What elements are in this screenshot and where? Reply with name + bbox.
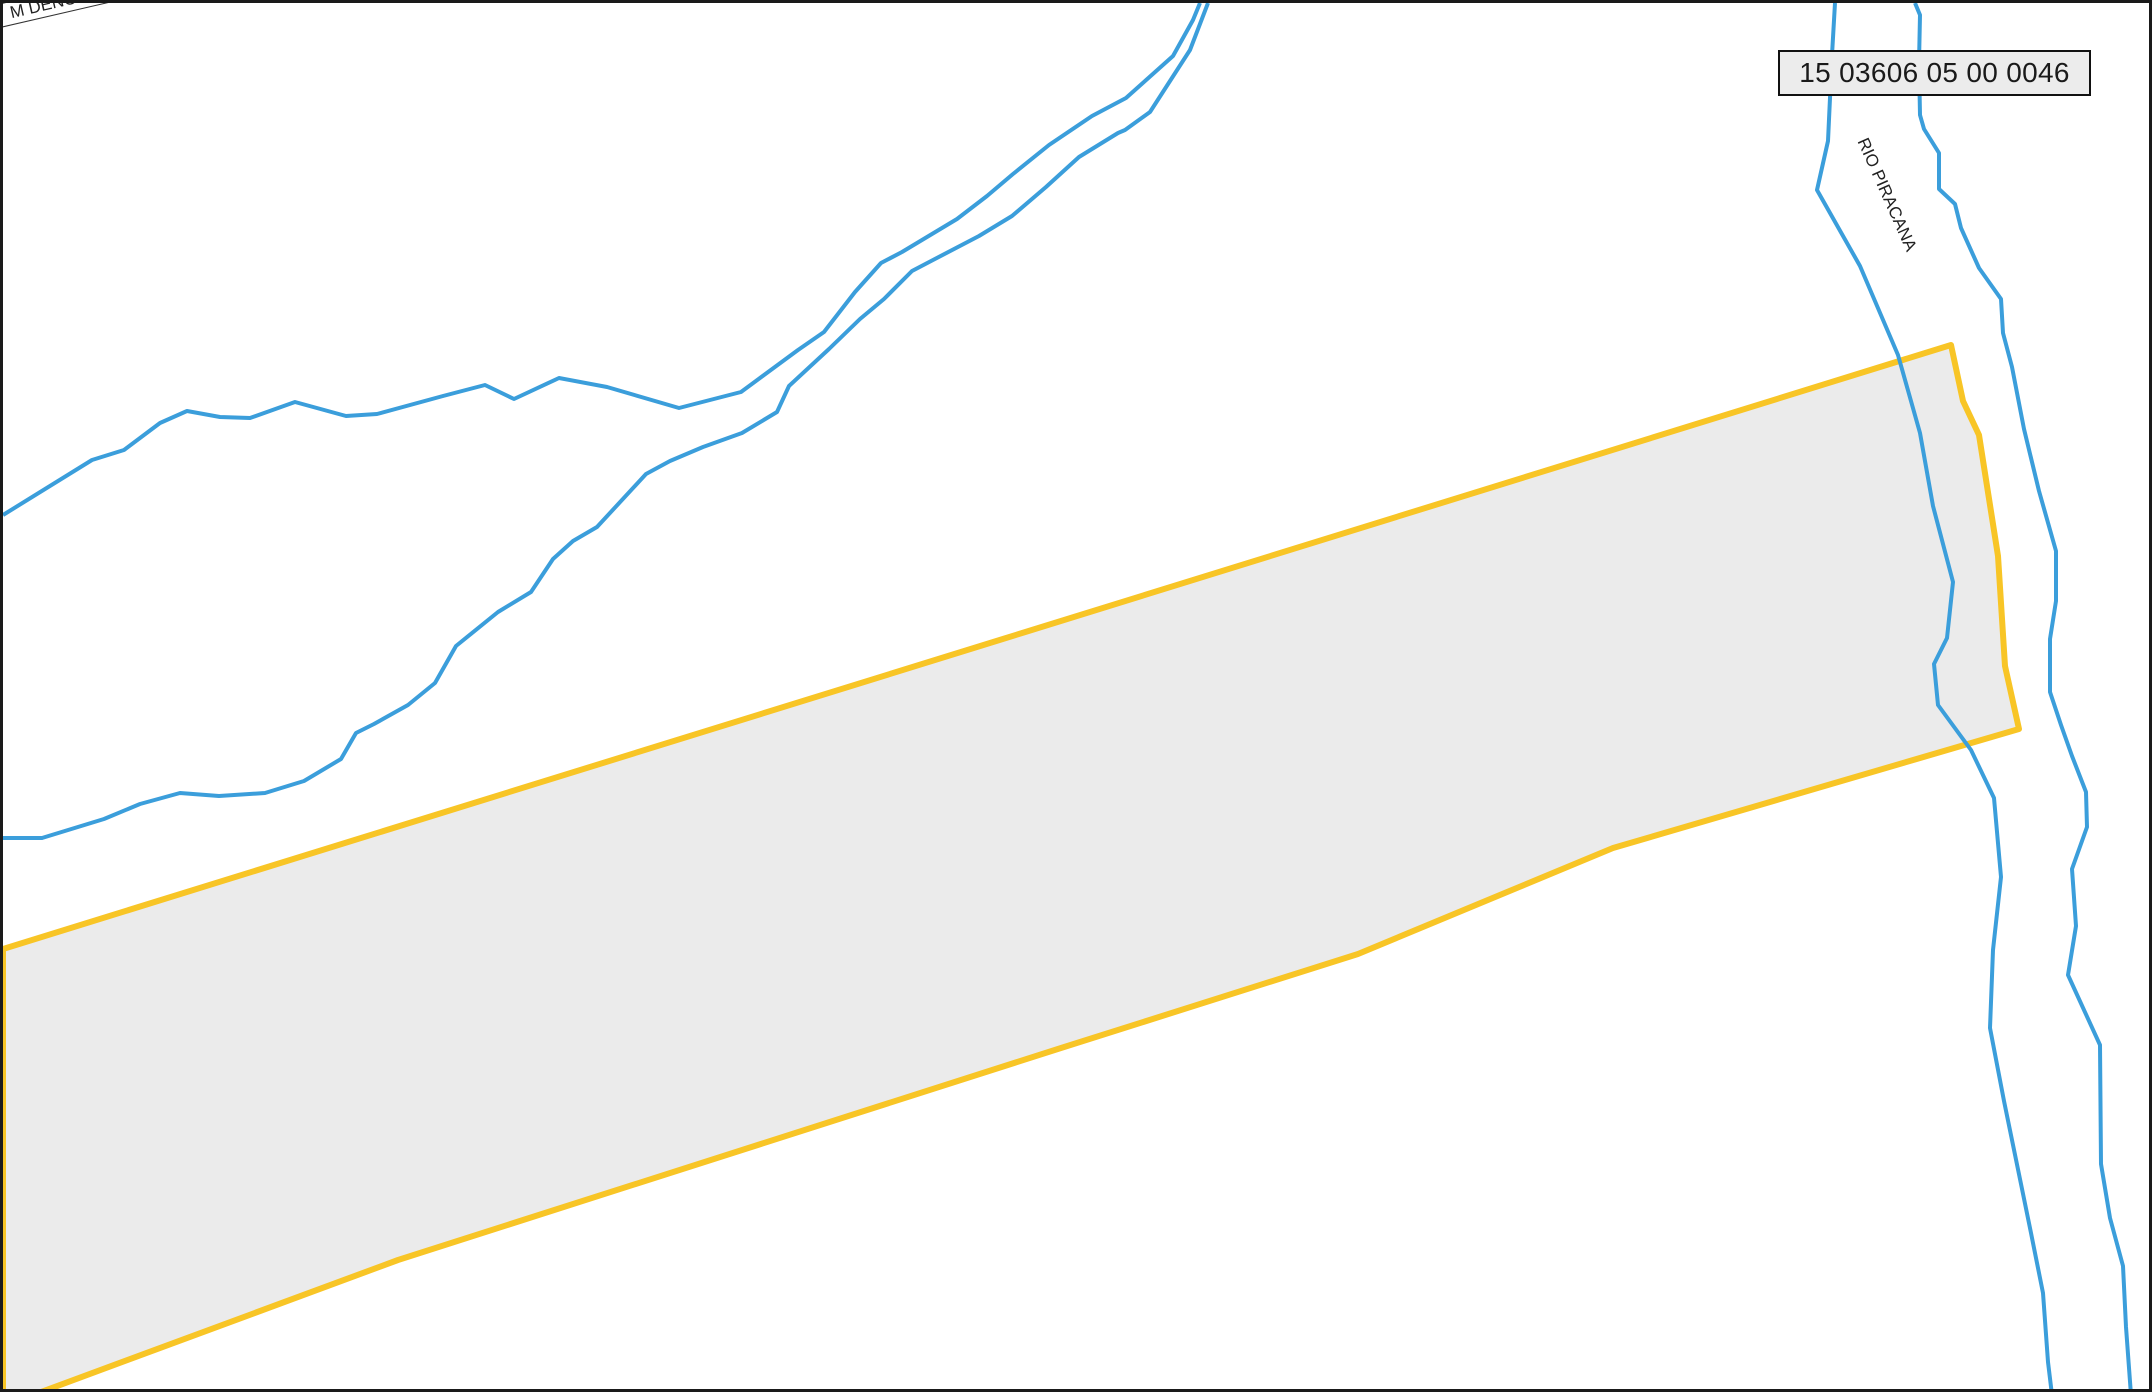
stream-bank-north: [3, 3, 1202, 517]
parcel-code-text: 15 03606 05 00 0046: [1799, 57, 2070, 88]
parcel-code-label[interactable]: 15 03606 05 00 0046: [1778, 50, 2091, 96]
parcel-polygon[interactable]: [3, 342, 2022, 1392]
river-bank-west: [1815, 3, 2054, 1389]
map-layers: [3, 3, 2133, 1392]
river-bank-east: [1913, 3, 2133, 1389]
stream-bank-south: [3, 3, 1210, 840]
